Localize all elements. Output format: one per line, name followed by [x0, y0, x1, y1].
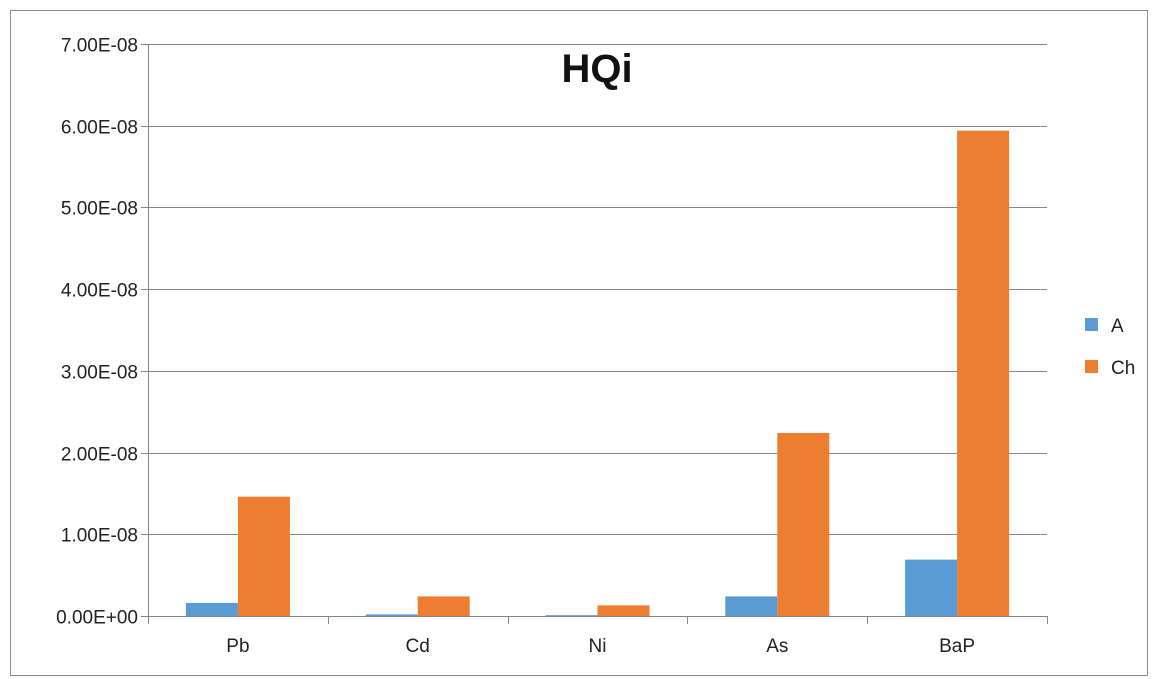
- bar-a-as: [725, 596, 778, 616]
- legend-label-a: A: [1111, 316, 1124, 337]
- bar-a-ni: [545, 615, 598, 616]
- x-tick-label: Cd: [406, 636, 430, 657]
- bar-a-cd: [365, 614, 418, 616]
- bar-ch-bap: [957, 130, 1010, 617]
- bar-ch-cd: [417, 596, 470, 616]
- bar-ch-as: [777, 432, 830, 616]
- y-tick-label: 0.00E+00: [56, 608, 138, 629]
- legend-swatch-ch: [1085, 360, 1098, 373]
- legend-label-ch: Ch: [1111, 358, 1135, 379]
- chart-title: HQi: [561, 47, 632, 91]
- bar-ch-pb: [237, 496, 290, 616]
- bars: [185, 130, 1010, 617]
- legend-swatch-a: [1085, 318, 1098, 331]
- x-tick-label: BaP: [939, 636, 975, 657]
- x-tick-label: Pb: [226, 636, 249, 657]
- axes: [141, 44, 1048, 624]
- bar-a-bap: [905, 559, 958, 616]
- y-tick-label: 3.00E-08: [61, 363, 138, 384]
- bar-a-pb: [185, 602, 238, 616]
- y-tick-label: 7.00E-08: [61, 36, 138, 57]
- grid-lines: [148, 44, 1047, 535]
- x-tick-label: Ni: [589, 636, 607, 657]
- x-tick-label: As: [766, 636, 788, 657]
- y-tick-label: 1.00E-08: [61, 526, 138, 547]
- y-tick-label: 5.00E-08: [61, 199, 138, 220]
- tick-labels: 0.00E+00 1.00E-08 2.00E-08 3.00E-08 4.00E-08…: [56, 36, 975, 658]
- bar-ch-ni: [597, 605, 650, 616]
- y-tick-label: 4.00E-08: [61, 281, 138, 302]
- y-tick-label: 6.00E-08: [61, 118, 138, 139]
- y-tick-label: 2.00E-08: [61, 445, 138, 466]
- legend: A Ch: [1085, 316, 1135, 379]
